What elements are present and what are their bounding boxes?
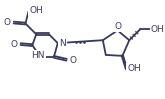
Text: HN: HN: [32, 51, 45, 60]
Text: O: O: [70, 56, 77, 65]
Text: OH: OH: [29, 6, 43, 15]
Text: O: O: [10, 40, 17, 49]
Text: OH: OH: [127, 64, 141, 73]
Text: OH: OH: [151, 25, 165, 34]
Text: O: O: [3, 18, 10, 27]
Text: O: O: [114, 22, 121, 31]
Text: N: N: [59, 39, 66, 48]
